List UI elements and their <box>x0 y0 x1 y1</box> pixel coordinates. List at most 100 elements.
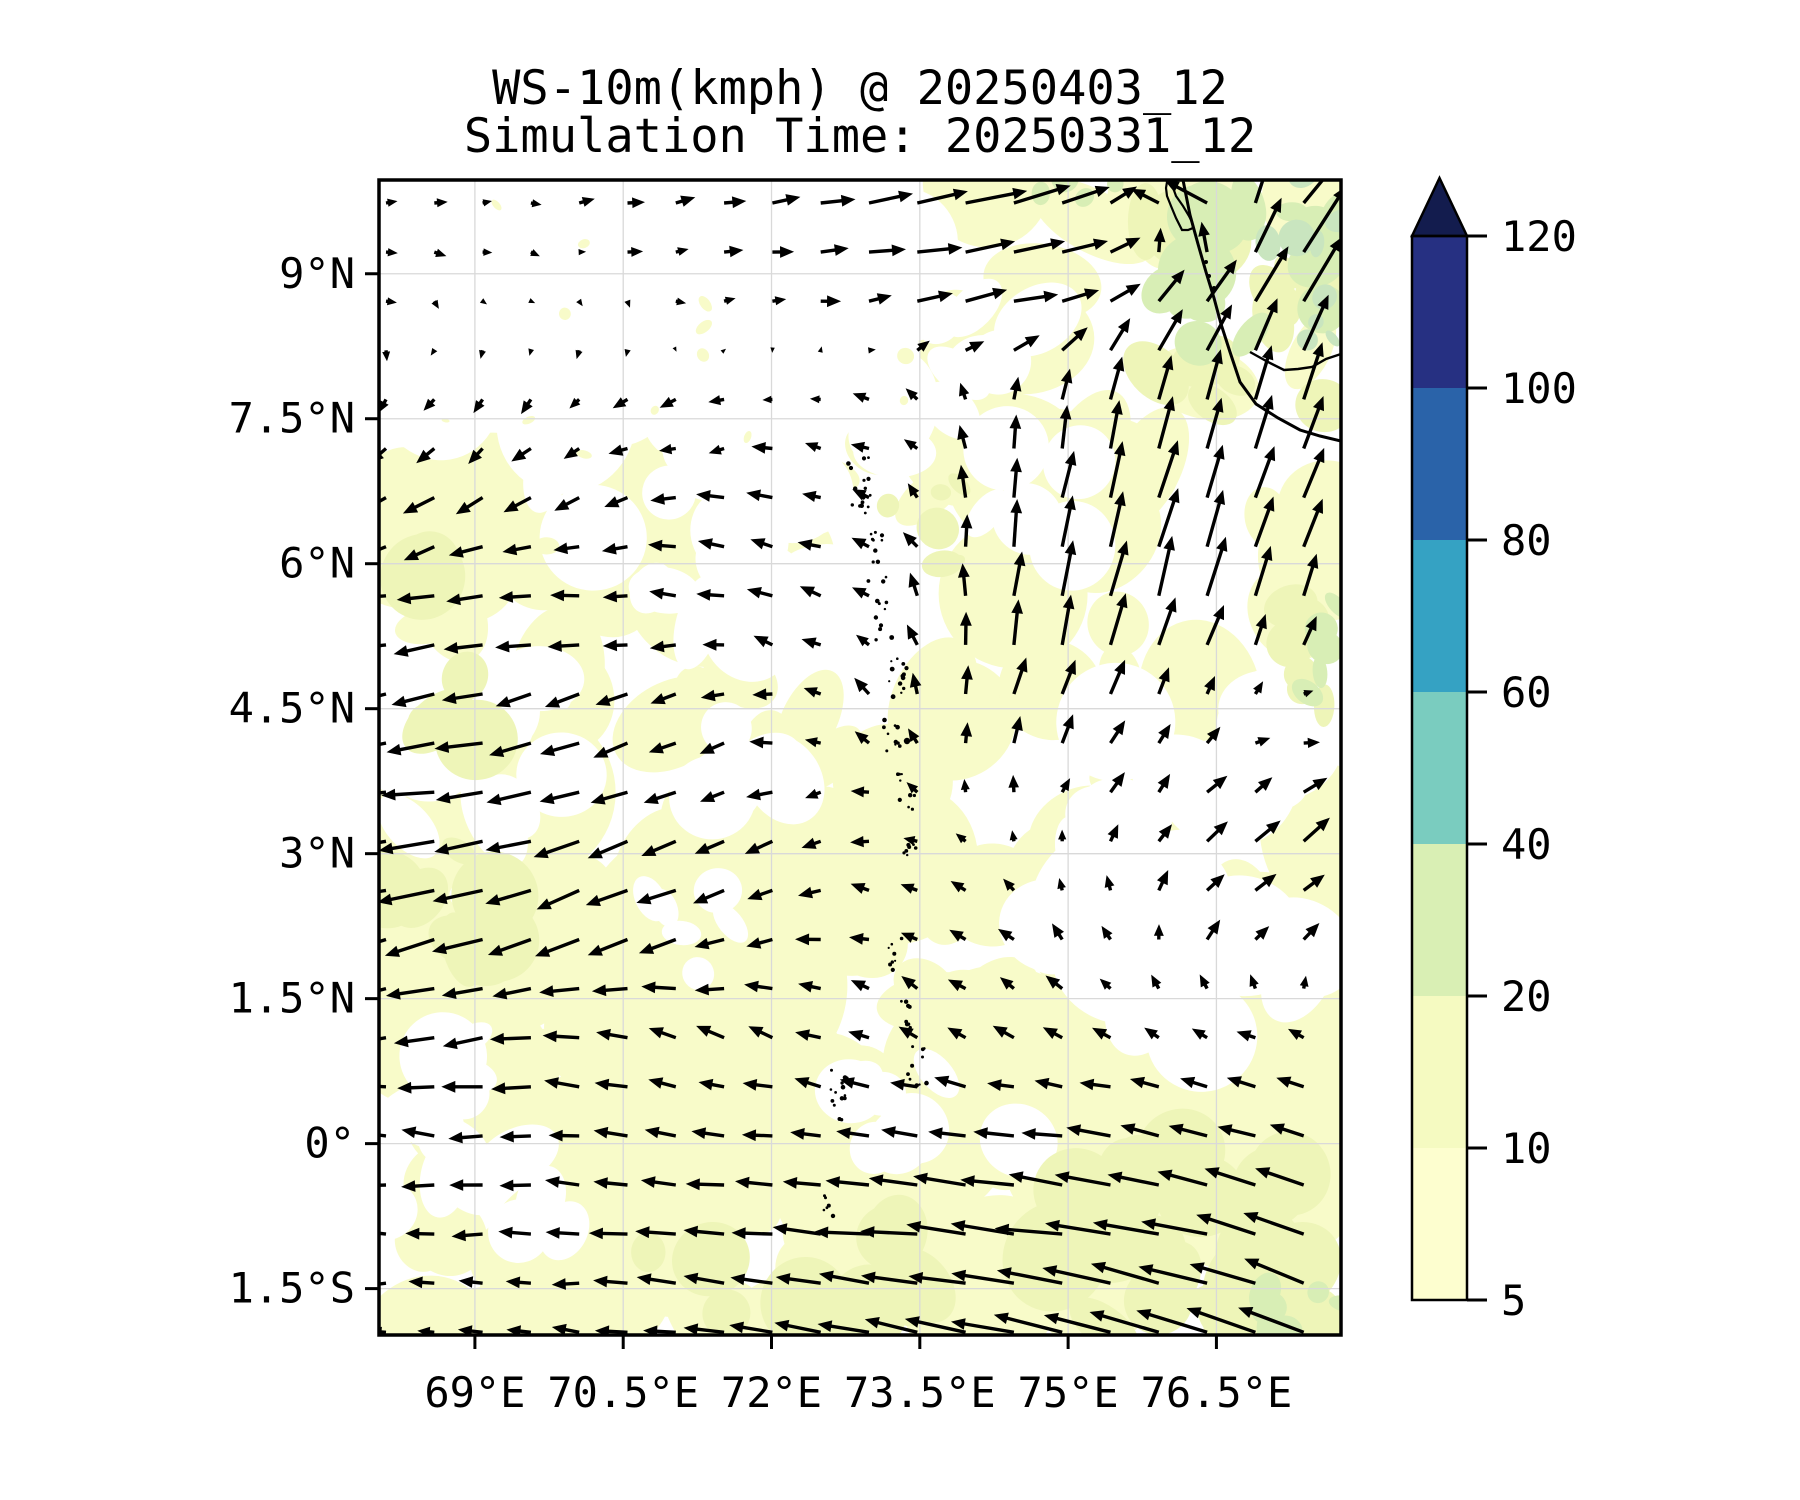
colorbar-tick-label: 120 <box>1501 212 1577 261</box>
wind-arrow-head <box>697 538 713 550</box>
wind-arrow-head <box>746 587 762 599</box>
wind-arrow-head <box>1107 1171 1123 1184</box>
shade-blob <box>826 1264 909 1335</box>
wind-arrow-head <box>492 987 508 1000</box>
atoll-dot <box>904 849 909 853</box>
wind-arrow-shaft <box>916 1275 966 1285</box>
wind-arrow-head <box>482 199 492 207</box>
wind-arrow-head <box>1186 1307 1202 1319</box>
wind-arrow-shaft <box>1016 1174 1063 1187</box>
wind-arrow-head <box>596 1028 611 1041</box>
wind-arrow-head <box>1226 1076 1242 1088</box>
wind-arrow-shaft <box>1205 265 1234 303</box>
wind-arrow-head <box>401 1180 416 1192</box>
wind-arrow-head <box>1111 772 1125 787</box>
wind-arrow-head <box>441 692 457 704</box>
wind-arrow-shaft <box>1012 559 1023 597</box>
wind-arrow-head <box>393 645 409 657</box>
wind-arrow-shaft <box>1060 548 1074 597</box>
wind-arrow-shaft <box>439 937 483 952</box>
wind-arrow-shaft <box>1253 402 1272 450</box>
wind-arrow-shaft <box>394 741 435 753</box>
wind-arrow-head <box>770 347 775 353</box>
wind-arrow-head <box>996 1267 1012 1279</box>
wind-arrow-head <box>1008 1171 1024 1183</box>
wind-arrow-head <box>393 1035 409 1048</box>
wind-arrow-shaft <box>1149 1221 1208 1236</box>
wind-arrow-head <box>479 349 486 359</box>
shade-blob <box>1031 180 1155 265</box>
atoll-dot <box>901 662 906 666</box>
shade-blob <box>491 199 502 211</box>
wind-arrow-head <box>906 624 919 640</box>
wind-arrow-head <box>483 248 493 256</box>
wind-arrow-head <box>593 1126 609 1139</box>
wind-arrow-head <box>696 490 711 502</box>
wind-arrow-head <box>803 687 818 698</box>
wind-arrow-head <box>1167 440 1180 456</box>
wind-arrow-head <box>742 1079 758 1091</box>
wind-arrow-head <box>1199 974 1210 988</box>
wind-arrow-head <box>724 296 736 305</box>
wind-arrow-shaft <box>440 888 483 902</box>
wind-arrow-head <box>998 928 1013 942</box>
wind-arrow-shaft <box>876 1177 918 1187</box>
atoll-dot <box>878 627 883 632</box>
wind-arrow-head <box>992 287 1008 300</box>
x-tick-label: 70.5°E <box>547 1368 699 1417</box>
colorbar-segment <box>1412 692 1467 844</box>
wind-arrow-head <box>608 444 624 456</box>
wind-arrow-shaft <box>1171 182 1208 205</box>
wind-arrow-head <box>683 1323 699 1335</box>
wind-arrow-head <box>699 742 715 754</box>
wind-arrow-head <box>799 586 815 598</box>
wind-arrow-head <box>539 985 554 997</box>
shade-blob <box>1249 1272 1282 1314</box>
wind-arrow-head <box>436 198 448 208</box>
wind-arrow-head <box>801 837 817 849</box>
atoll-dot <box>900 999 903 1003</box>
atoll-dot <box>900 691 903 694</box>
wind-arrow-head <box>601 542 617 555</box>
wind-arrow-head <box>575 349 583 360</box>
wind-speed-shading <box>379 180 1341 1335</box>
wind-arrow-shaft <box>543 888 580 908</box>
wind-arrow-shaft <box>1302 505 1322 548</box>
wind-arrow-head <box>385 988 401 1000</box>
wind-arrow-head <box>448 1131 463 1144</box>
atoll-dot <box>890 942 894 946</box>
wind-arrow-head <box>780 246 795 258</box>
wind-arrow-head <box>729 1321 744 1334</box>
wind-arrow-head <box>1016 657 1028 673</box>
x-tick-label: 76.5°E <box>1141 1368 1293 1417</box>
wind-arrow-head <box>817 346 823 353</box>
wind-arrow-head <box>1243 1212 1259 1224</box>
wind-arrow-head <box>1158 724 1171 739</box>
wind-arrow-head <box>1255 614 1267 630</box>
atoll-dot <box>887 946 890 950</box>
wind-arrow-head <box>1312 777 1328 791</box>
atoll-dot <box>882 717 887 723</box>
wind-arrow-head <box>550 589 565 602</box>
wind-arrow-head <box>1307 553 1319 569</box>
wind-arrow-head <box>1313 396 1324 412</box>
shade-blob <box>967 329 1032 395</box>
wind-arrow-shaft <box>1051 1315 1111 1334</box>
wind-arrow-head <box>1042 1265 1058 1277</box>
wind-arrow-shaft <box>1205 405 1221 449</box>
wind-arrow-head <box>762 395 772 404</box>
atoll-dot <box>867 456 870 459</box>
wind-arrow-head <box>1238 1307 1254 1318</box>
atoll-dot <box>886 732 890 736</box>
wind-arrow-head <box>961 665 973 680</box>
wind-arrow-shaft <box>916 191 961 205</box>
wind-arrow-head <box>544 696 561 708</box>
wind-arrow-head <box>382 351 391 362</box>
wind-arrow-head <box>890 1078 905 1091</box>
wind-arrow-head <box>396 592 412 605</box>
wind-arrow-shaft <box>1146 1266 1208 1285</box>
shade-blob <box>698 296 712 312</box>
wind-arrow-head <box>1255 926 1270 940</box>
wind-arrow-head <box>1313 447 1325 464</box>
wind-arrow-shaft <box>1013 241 1058 254</box>
